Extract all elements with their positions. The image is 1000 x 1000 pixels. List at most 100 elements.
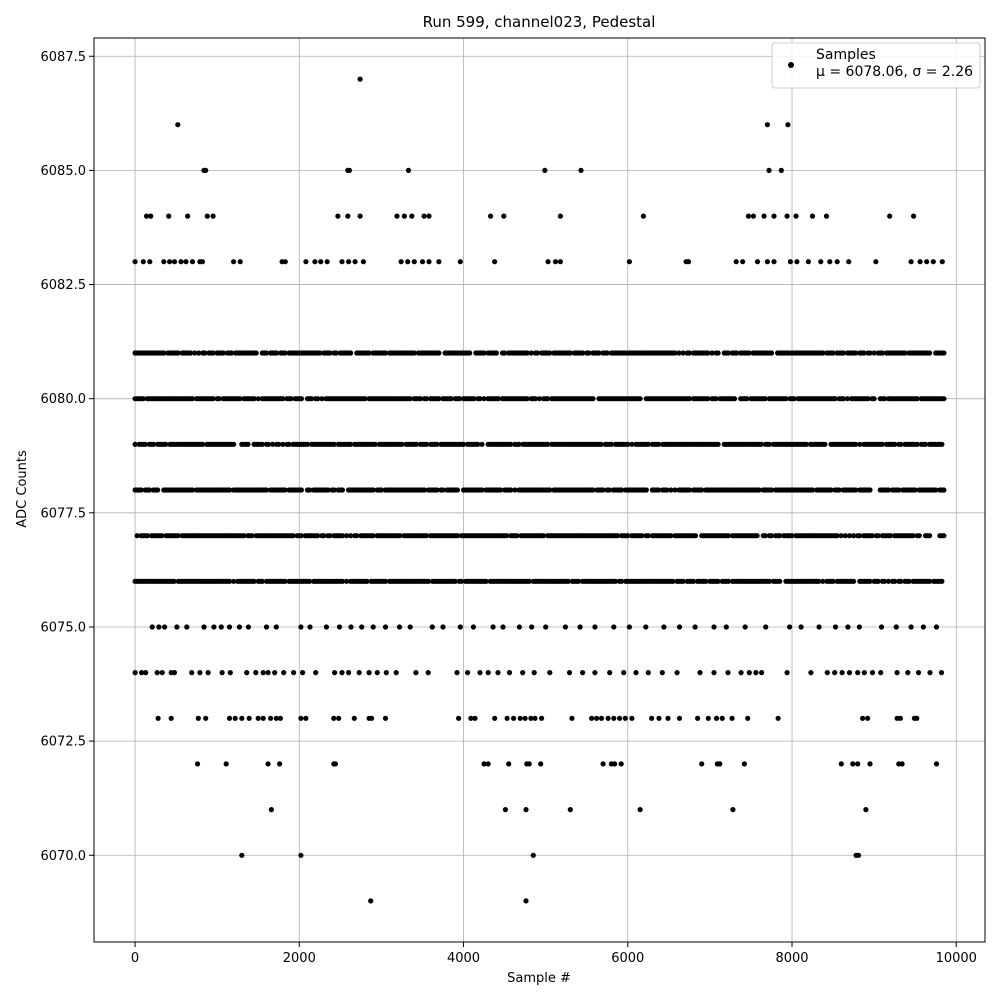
data-point (846, 533, 853, 539)
data-point (605, 715, 611, 721)
data-point (809, 487, 816, 493)
data-point (639, 533, 645, 539)
data-point (497, 487, 504, 493)
data-point (149, 624, 155, 630)
data-point (604, 350, 610, 356)
data-point (517, 715, 523, 721)
data-point (245, 624, 251, 630)
data-point (761, 213, 767, 219)
data-point (339, 487, 345, 493)
data-point (470, 624, 476, 630)
data-point (332, 761, 338, 767)
data-point (315, 396, 321, 402)
data-point (927, 670, 933, 676)
data-point (454, 487, 460, 493)
data-point (372, 441, 378, 447)
data-point (809, 213, 816, 219)
data-point (249, 533, 255, 539)
data-point (138, 487, 144, 493)
data-point (680, 350, 686, 356)
y-tick-label: 6075.0 (41, 620, 87, 635)
data-point (879, 441, 886, 447)
data-point (759, 670, 765, 676)
data-point (798, 624, 804, 630)
data-point (775, 715, 781, 721)
data-point (695, 715, 701, 721)
data-point (471, 396, 477, 402)
data-point (448, 396, 454, 402)
data-point (600, 487, 606, 493)
data-point (922, 441, 929, 447)
y-tick-label: 6085.0 (41, 164, 87, 179)
data-point (508, 487, 514, 493)
data-point (132, 670, 138, 676)
data-point (502, 807, 508, 813)
data-point (331, 441, 337, 447)
data-point (203, 167, 209, 173)
data-point (348, 350, 354, 356)
data-point (865, 715, 871, 721)
data-point (189, 487, 196, 493)
data-point (586, 350, 592, 356)
data-point (738, 670, 744, 676)
data-point (787, 624, 793, 630)
data-point (933, 487, 939, 493)
data-point (536, 396, 543, 402)
data-point (477, 670, 483, 676)
data-point (715, 578, 721, 584)
data-point (545, 396, 551, 402)
data-point (468, 715, 474, 721)
data-point (771, 213, 777, 219)
data-point (745, 213, 752, 219)
data-point (370, 624, 376, 630)
data-point (298, 852, 304, 858)
x-tick-label: 4000 (447, 951, 480, 966)
data-point (832, 624, 839, 630)
data-point (255, 396, 261, 402)
data-point (878, 670, 884, 676)
data-point (211, 624, 217, 630)
data-point (893, 624, 899, 630)
data-point (346, 670, 352, 676)
data-point (251, 396, 257, 402)
data-point (771, 259, 777, 265)
data-point (832, 670, 838, 676)
data-point (543, 624, 549, 630)
data-point (816, 624, 822, 630)
data-point (723, 624, 729, 630)
data-point (506, 670, 513, 676)
y-axis-label: ADC Counts (15, 450, 30, 528)
data-point (192, 350, 198, 356)
data-point (719, 715, 725, 721)
data-point (625, 533, 631, 539)
data-point (155, 715, 161, 721)
data-point (805, 259, 812, 265)
data-point (417, 396, 423, 402)
data-point (481, 761, 487, 767)
data-point (155, 487, 161, 493)
y-tick-label: 6070.0 (41, 849, 87, 864)
data-point (162, 624, 168, 630)
data-point (855, 852, 862, 858)
data-point (784, 670, 790, 676)
data-point (298, 487, 304, 493)
data-point (436, 396, 442, 402)
data-point (255, 715, 261, 721)
data-point (268, 807, 274, 813)
data-point (282, 578, 288, 584)
data-point (265, 761, 271, 767)
data-point (861, 670, 867, 676)
data-point (479, 441, 485, 447)
data-point (226, 715, 233, 721)
data-point (281, 670, 287, 676)
data-point (366, 670, 372, 676)
data-point (483, 578, 489, 584)
data-point (670, 578, 676, 584)
data-point (236, 624, 242, 630)
data-point (917, 259, 923, 265)
data-point (763, 624, 769, 630)
data-point (834, 533, 840, 539)
data-point (202, 350, 208, 356)
data-point (731, 396, 738, 402)
data-point (413, 441, 419, 447)
